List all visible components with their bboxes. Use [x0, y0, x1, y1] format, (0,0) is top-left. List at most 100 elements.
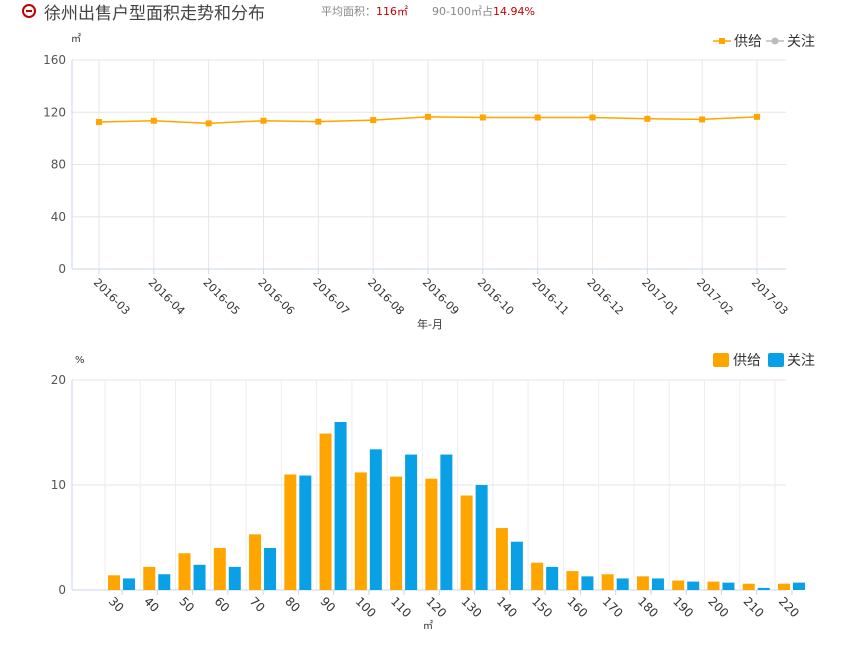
y-unit-label: ㎡ [71, 33, 81, 45]
legend-supply-label: 供给 [734, 34, 762, 50]
range-share-label: 90-100㎡占 [432, 5, 493, 18]
attention-bar [228, 566, 241, 590]
attention-bar [475, 485, 488, 590]
supply-bar [672, 580, 685, 590]
supply-data-point [699, 116, 706, 123]
legend-supply-marker [719, 38, 725, 44]
attention-bar [546, 566, 559, 590]
x-axis-label: 年-月 [417, 317, 443, 330]
area-trend-line-chart: 0 40 80 120 160 2016-03 2016-04 2016-05 2016-06 2… [43, 33, 815, 330]
supply-bar [778, 583, 790, 590]
x-tick-label: 2017-03 [749, 276, 791, 318]
attention-bar [510, 541, 523, 590]
y-tick-label: 160 [43, 53, 66, 67]
x-tick-label: 120 [423, 594, 449, 620]
supply-data-point [315, 118, 322, 125]
supply-bar [425, 478, 438, 590]
x-tick-label: 210 [741, 594, 767, 620]
attention-bar [616, 578, 629, 590]
supply-data-point [425, 113, 431, 120]
attention-bar [651, 578, 664, 590]
attention-bar [369, 449, 382, 590]
supply-bar [707, 581, 720, 590]
supply-bar [249, 534, 262, 590]
line-legend: 供给 关注 [713, 34, 815, 50]
attention-bar [299, 475, 312, 590]
x-tick-label: 2016-05 [201, 276, 243, 318]
attention-bar [405, 454, 418, 590]
avg-area-label: 平均面积： [321, 5, 376, 18]
x-tick-label: 2016-09 [420, 276, 462, 318]
supply-bar [742, 583, 755, 590]
y-tick-label: 0 [58, 262, 66, 276]
x-tick-label: 190 [670, 594, 696, 620]
legend-attention-swatch [768, 353, 784, 367]
range-share-value: 14.94% [492, 5, 535, 18]
attention-bar [440, 454, 453, 590]
attention-bar [793, 582, 805, 590]
attention-bar [264, 548, 277, 590]
x-tick-label: 90 [317, 594, 338, 615]
legend-supply-label: 供给 [733, 353, 761, 369]
area-distribution-bar-chart: 0 10 20 30 40 50 60 70 80 90 100 110 120 130 140 150 160… [51, 353, 815, 632]
supply-data-point [96, 119, 102, 126]
supply-data-point [534, 114, 541, 121]
x-tick-label: 70 [247, 594, 268, 615]
supply-bar [390, 476, 403, 590]
x-tick-label: 160 [564, 594, 590, 620]
supply-data-point [589, 114, 596, 121]
legend-supply-swatch [713, 353, 729, 367]
x-tick-label: 2016-06 [255, 276, 297, 318]
attention-bar [123, 578, 135, 590]
x-tick-label: 40 [141, 594, 162, 615]
supply-bar [143, 566, 156, 590]
y-tick-label: 40 [51, 210, 66, 224]
supply-bar [178, 553, 191, 590]
avg-area-value: 116㎡ [376, 5, 408, 18]
supply-bar [108, 575, 120, 590]
supply-data-point [370, 117, 377, 124]
avg-area-stat: 平均面积：116㎡ [321, 3, 408, 19]
x-tick-label: 130 [459, 594, 485, 620]
attention-bar [687, 581, 700, 590]
supply-bar [566, 571, 579, 590]
supply-data-point [479, 114, 486, 121]
attention-bar [581, 576, 594, 590]
y-tick-label: 80 [51, 158, 66, 172]
x-tick-label: 2016-12 [584, 276, 626, 318]
collapse-icon[interactable] [22, 4, 36, 18]
x-tick-label: 50 [176, 594, 197, 615]
x-tick-label: 2016-03 [91, 276, 133, 318]
supply-data-point [205, 120, 212, 127]
attention-bar [158, 574, 171, 590]
x-tick-label: 180 [635, 594, 661, 620]
x-tick-label: 2016-11 [530, 276, 572, 318]
supply-bar [319, 433, 332, 590]
supply-data-point [150, 117, 157, 124]
supply-bar [636, 576, 649, 590]
x-tick-label: 170 [600, 594, 626, 620]
x-tick-label: 110 [388, 594, 414, 620]
x-tick-label: 80 [282, 594, 303, 615]
y-tick-label: 10 [51, 478, 66, 492]
x-tick-label: 150 [529, 594, 555, 620]
supply-data-point [260, 117, 267, 124]
attention-bar [757, 587, 770, 590]
attention-bar [334, 422, 347, 590]
y-tick-label: 120 [43, 105, 66, 119]
x-tick-label: 2016-08 [365, 276, 407, 318]
legend-attention-label: 关注 [787, 353, 815, 369]
x-tick-label: 200 [705, 594, 731, 620]
header: 徐州出售户型面积走势和分布 平均面积：116㎡ 90-100㎡占14.94% [22, 0, 535, 24]
x-tick-label: 30 [106, 594, 127, 615]
supply-bar [284, 474, 297, 590]
x-tick-label: 220 [776, 594, 802, 620]
attention-bar [193, 564, 206, 590]
legend-attention-label: 关注 [787, 34, 815, 50]
attention-bar [722, 582, 735, 590]
x-tick-label: 100 [353, 594, 379, 620]
y-tick-label: 0 [58, 583, 66, 597]
range-share-stat: 90-100㎡占14.94% [432, 3, 535, 19]
supply-bar [213, 548, 226, 590]
x-tick-label: 2016-10 [475, 276, 517, 318]
